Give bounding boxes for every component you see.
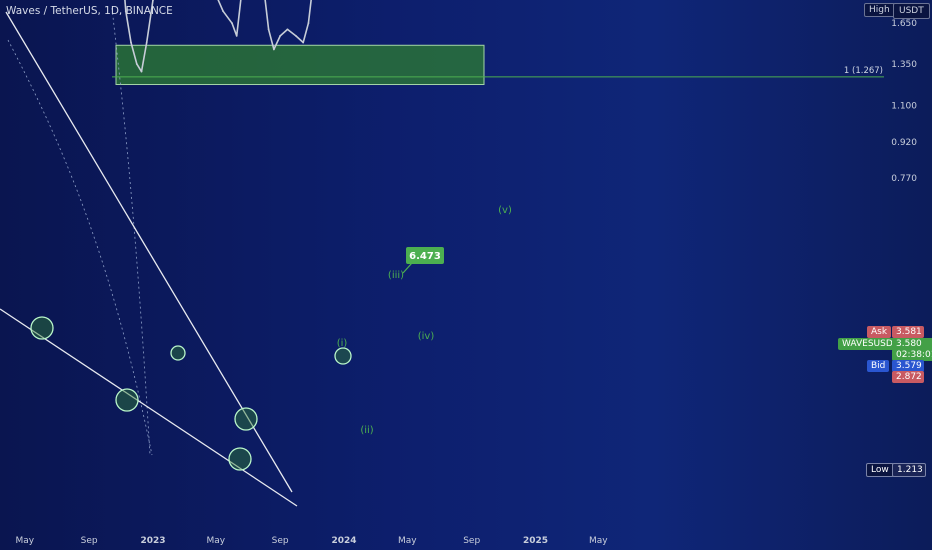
- fib-level-label: 1 (1.267): [844, 66, 883, 76]
- x-tick-label: May: [589, 536, 608, 546]
- wave-label: (i): [337, 338, 348, 349]
- price-point: [294, 34, 297, 37]
- y-tick-label: 1.350: [891, 60, 917, 70]
- price-point: [222, 10, 225, 13]
- x-tick-label: Sep: [272, 536, 289, 546]
- x-tick-label: Sep: [463, 536, 480, 546]
- price-point: [140, 70, 143, 73]
- price-point: [302, 41, 305, 44]
- touch-circle-marker[interactable]: [228, 447, 252, 471]
- x-tick-label: May: [398, 536, 417, 546]
- price-point: [272, 48, 275, 51]
- price-point: [130, 41, 132, 44]
- low-label: Low: [866, 463, 894, 477]
- wave-label: (iii): [388, 270, 404, 281]
- price-point: [307, 22, 310, 25]
- x-tick-label: Sep: [81, 536, 98, 546]
- countdown: 02:38:01: [892, 349, 932, 361]
- target-price-label: 6.473: [409, 251, 441, 262]
- price-point: [152, 0, 154, 1]
- bid-value: 3.579: [892, 360, 924, 372]
- descending-trendline[interactable]: [5, 11, 293, 493]
- price-point: [124, 10, 127, 13]
- high-toggle[interactable]: High: [864, 3, 895, 17]
- currency-selector[interactable]: USDT: [893, 3, 930, 19]
- price-point: [279, 34, 282, 37]
- wave-label: (ii): [360, 425, 373, 436]
- low-value: 1.213: [892, 463, 926, 477]
- y-tick-label: 1.650: [891, 19, 917, 29]
- touch-circle-marker[interactable]: [115, 388, 139, 412]
- projection-curve-1: [111, 7, 151, 456]
- last-price: 3.580: [892, 338, 932, 350]
- x-tick-label: May: [206, 536, 225, 546]
- price-point: [286, 28, 289, 31]
- touch-circle-marker[interactable]: [30, 316, 54, 340]
- x-tick-label: 2025: [523, 536, 548, 546]
- touch-circle-marker[interactable]: [234, 407, 258, 431]
- touch-circle-marker[interactable]: [334, 347, 352, 365]
- price-point: [145, 41, 148, 44]
- ask-value: 3.581: [892, 326, 924, 338]
- y-tick-label: 1.100: [891, 102, 917, 112]
- wave-label: (iv): [418, 331, 435, 342]
- support-zone[interactable]: [115, 44, 485, 86]
- x-tick-label: May: [15, 536, 34, 546]
- target-callout-box[interactable]: [406, 247, 444, 264]
- projection-curve-2: [7, 39, 153, 456]
- y-tick-label: 0.770: [891, 174, 917, 184]
- lower-trendline[interactable]: [0, 308, 298, 507]
- price-point: [135, 63, 138, 65]
- x-tick-label: 2024: [331, 536, 356, 546]
- wave-label: (v): [498, 205, 512, 216]
- price-point: [267, 28, 270, 31]
- y-tick-label: 0.920: [891, 138, 917, 148]
- price-point: [231, 22, 233, 25]
- target-callout-pointer: [402, 262, 413, 274]
- symbol-label: WAVESUSDT: [838, 338, 903, 350]
- bid-label: Bid: [867, 360, 890, 372]
- price-point: [235, 34, 238, 37]
- ask-label: Ask: [867, 326, 892, 338]
- support-value: 2.872: [892, 371, 924, 383]
- touch-circle-marker[interactable]: [170, 345, 186, 361]
- chart-title: Waves / TetherUS, 1D, BINANCE: [6, 5, 173, 17]
- x-tick-label: 2023: [140, 536, 165, 546]
